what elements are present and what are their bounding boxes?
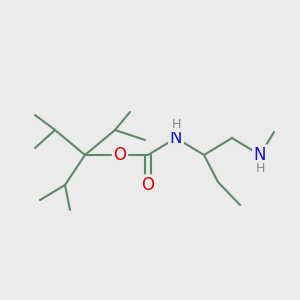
Text: N: N [254, 146, 266, 164]
Text: O: O [142, 176, 154, 194]
Text: N: N [170, 129, 182, 147]
Text: H: H [171, 118, 181, 131]
Text: H: H [255, 161, 265, 175]
Text: O: O [113, 146, 127, 164]
